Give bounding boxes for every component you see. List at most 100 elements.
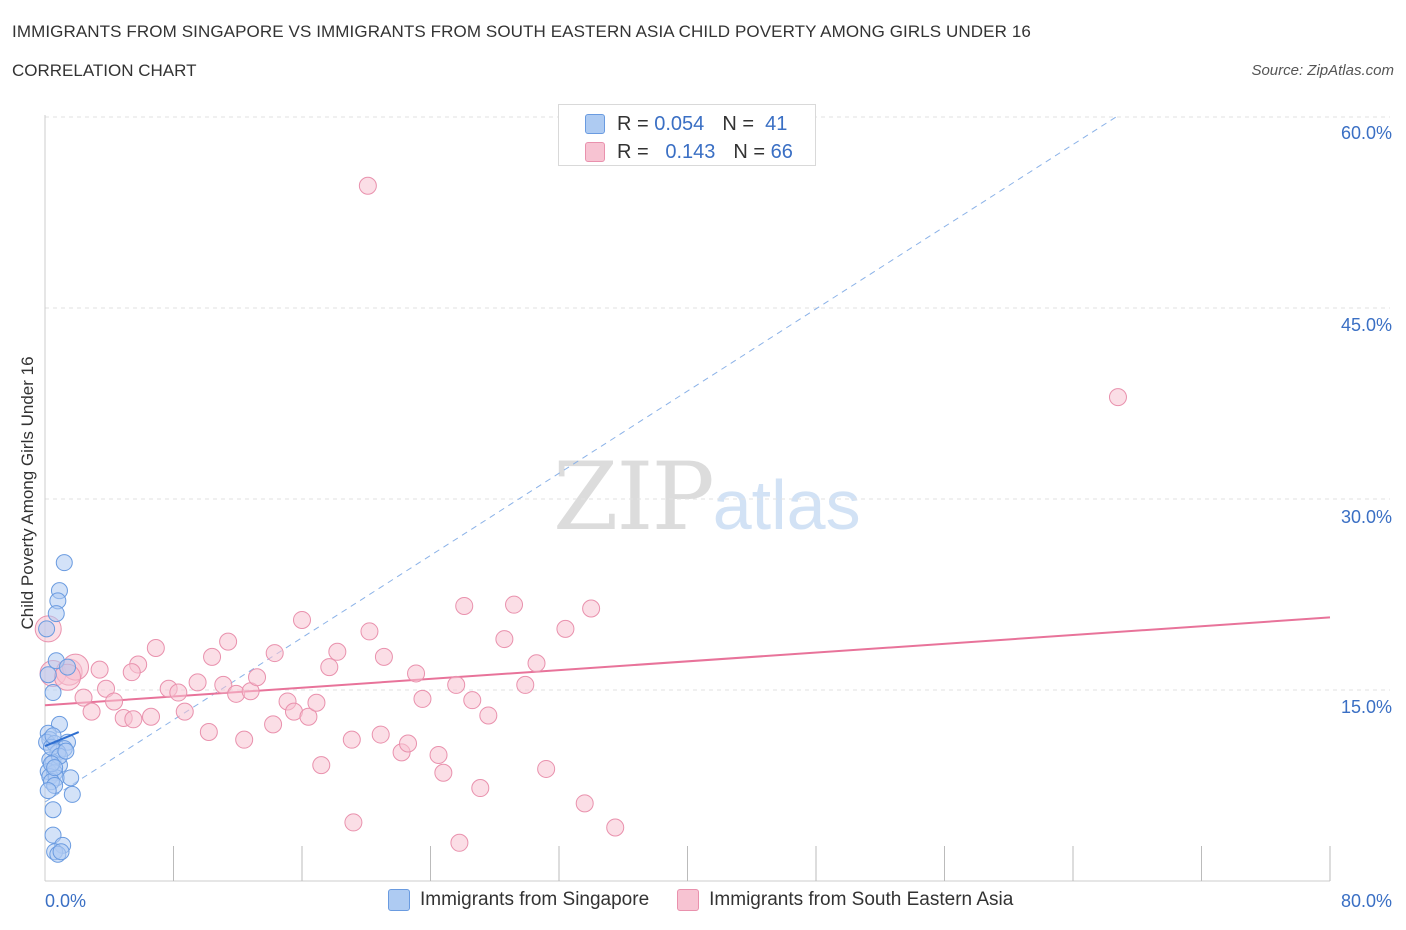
point-sea-18 bbox=[175, 702, 194, 721]
legend-r-label: R = bbox=[617, 140, 649, 163]
legend-row-singapore: R = 0.054 N = 41 bbox=[585, 112, 787, 136]
point-singapore-7 bbox=[39, 666, 57, 684]
point-sea-15 bbox=[142, 707, 161, 726]
point-singapore-39 bbox=[57, 742, 75, 760]
point-sea-6 bbox=[74, 688, 93, 707]
point-sea-53 bbox=[463, 691, 482, 710]
watermark-atlas: atlas bbox=[712, 466, 861, 544]
data-points bbox=[34, 176, 1127, 863]
point-singapore-3 bbox=[47, 605, 65, 623]
source-attribution: Source: ZipAtlas.com bbox=[1251, 62, 1394, 79]
y-tick-label-15: 15.0% bbox=[1340, 697, 1392, 717]
point-singapore-29 bbox=[44, 801, 62, 819]
grid-lines bbox=[45, 116, 1390, 691]
y-tick-label-45: 45.0% bbox=[1340, 315, 1392, 335]
point-sea-40 bbox=[358, 176, 377, 195]
point-sea-11 bbox=[124, 710, 143, 729]
point-sea-62 bbox=[575, 794, 594, 813]
point-sea-22 bbox=[214, 675, 233, 694]
point-singapore-27 bbox=[39, 782, 57, 800]
point-singapore-4 bbox=[38, 620, 56, 638]
point-sea-38 bbox=[342, 730, 361, 749]
point-singapore-6 bbox=[58, 658, 76, 676]
point-sea-34 bbox=[307, 693, 326, 712]
point-sea-61 bbox=[556, 619, 575, 638]
legend-swatch-sea bbox=[585, 142, 605, 162]
point-sea-64 bbox=[606, 818, 625, 837]
point-sea-9 bbox=[105, 692, 124, 711]
legend-n-label: N = bbox=[733, 140, 766, 163]
legend-r-value: 0.143 bbox=[665, 140, 716, 163]
series-legend-sea: Immigrants from South Eastern Asia bbox=[677, 889, 1013, 911]
point-sea-41 bbox=[360, 622, 379, 641]
point-sea-60 bbox=[537, 759, 556, 778]
point-sea-7 bbox=[97, 679, 116, 698]
trend-extension-singapore bbox=[44, 115, 1119, 803]
point-sea-47 bbox=[413, 689, 432, 708]
series-legend-label: Immigrants from South Eastern Asia bbox=[709, 889, 1014, 910]
chart-title: IMMIGRANTS FROM SINGAPORE VS IMMIGRANTS … bbox=[12, 22, 1031, 41]
point-singapore-0 bbox=[55, 554, 73, 572]
point-sea-45 bbox=[399, 734, 418, 753]
point-sea-17 bbox=[169, 683, 188, 702]
series-legend-label: Immigrants from Singapore bbox=[420, 889, 650, 910]
watermark-zip: ZIP bbox=[553, 443, 715, 552]
point-sea-42 bbox=[371, 725, 390, 744]
series-swatch-singapore bbox=[388, 889, 410, 911]
point-sea-43 bbox=[374, 647, 393, 666]
point-sea-46 bbox=[407, 664, 426, 683]
point-sea-29 bbox=[265, 644, 284, 663]
legend-n-value: 41 bbox=[765, 112, 788, 135]
stats-legend: R = 0.054 N = 41 R = 0.143 N = 66 bbox=[558, 104, 816, 166]
point-sea-33 bbox=[299, 707, 318, 726]
point-sea-59 bbox=[527, 654, 546, 673]
point-sea-54 bbox=[471, 779, 490, 798]
point-singapore-38 bbox=[46, 759, 64, 777]
point-singapore-28 bbox=[63, 785, 81, 803]
point-sea-37 bbox=[328, 642, 347, 661]
point-singapore-8 bbox=[44, 684, 62, 702]
legend-row-sea: R = 0.143 N = 66 bbox=[585, 140, 793, 164]
watermark: ZIPatlas bbox=[553, 443, 861, 552]
point-sea-48 bbox=[429, 745, 448, 764]
x-axis-min-label: 0.0% bbox=[45, 891, 87, 911]
chart-subtitle: CORRELATION CHART bbox=[12, 61, 197, 80]
series-legend: Immigrants from Singapore Immigrants fro… bbox=[388, 889, 1041, 911]
point-sea-28 bbox=[264, 715, 283, 734]
point-sea-65 bbox=[1108, 388, 1127, 407]
point-sea-23 bbox=[219, 632, 238, 651]
legend-n-value: 66 bbox=[770, 140, 793, 163]
legend-r-value: 0.054 bbox=[654, 112, 705, 135]
point-sea-21 bbox=[203, 647, 222, 666]
point-singapore-34 bbox=[52, 843, 70, 861]
point-sea-56 bbox=[495, 630, 514, 649]
point-sea-19 bbox=[188, 673, 207, 692]
point-sea-25 bbox=[235, 730, 254, 749]
point-sea-13 bbox=[122, 663, 141, 682]
legend-r-label: R = bbox=[617, 112, 649, 135]
point-sea-39 bbox=[344, 813, 363, 832]
point-sea-36 bbox=[320, 658, 339, 677]
point-sea-55 bbox=[479, 706, 498, 725]
point-singapore-40 bbox=[44, 727, 62, 745]
point-sea-57 bbox=[505, 595, 524, 614]
point-sea-63 bbox=[582, 599, 601, 618]
legend-n-label: N = bbox=[722, 112, 754, 135]
legend-swatch-singapore bbox=[585, 114, 605, 134]
point-sea-32 bbox=[293, 610, 311, 629]
point-sea-4 bbox=[90, 660, 109, 679]
point-sea-20 bbox=[199, 723, 218, 742]
x-axis-max-label: 80.0% bbox=[1340, 891, 1392, 911]
y-tick-label-30: 30.0% bbox=[1340, 507, 1392, 527]
y-tick-label-60: 60.0% bbox=[1340, 123, 1392, 143]
point-sea-8 bbox=[82, 702, 101, 721]
axes bbox=[44, 115, 1331, 882]
point-sea-27 bbox=[248, 668, 267, 687]
point-sea-35 bbox=[312, 756, 331, 775]
point-singapore-24 bbox=[62, 769, 80, 787]
point-sea-49 bbox=[434, 763, 453, 782]
series-swatch-sea bbox=[677, 889, 700, 911]
point-sea-50 bbox=[447, 675, 466, 694]
point-sea-58 bbox=[516, 675, 535, 694]
